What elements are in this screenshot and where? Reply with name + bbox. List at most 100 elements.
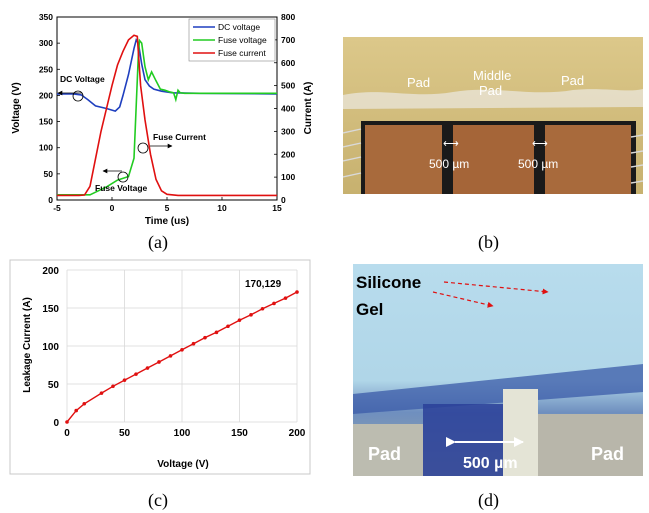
y-tick-label-left-a: 250	[39, 64, 53, 74]
series-dc-voltage	[57, 38, 278, 112]
annotations-a: DC Voltage Fuse Current Fuse Voltage	[57, 74, 206, 193]
data-point-c	[168, 354, 173, 358]
data-point-c	[203, 335, 207, 340]
data-label-c: 170,129	[245, 279, 282, 290]
y-tick-label-c: 0	[53, 418, 59, 429]
annotation-fuse-voltage: Fuse Voltage	[95, 183, 148, 193]
ticks-group-a: -5 0 5 10 1505010015020025030035001002003004…	[39, 12, 296, 213]
y-tick-label-right-a: 0	[281, 195, 286, 205]
x-tick-label-c: 200	[289, 428, 306, 439]
data-point-c	[122, 378, 127, 382]
dimension-right-b: 500 µm	[518, 157, 558, 171]
x-tick-label-a: 0	[110, 203, 115, 213]
x-tick-label-a: 10	[217, 203, 227, 213]
annotation-circle-dc	[72, 90, 84, 102]
y-tick-label-left-a: 100	[39, 143, 53, 153]
chart-a: -5 0 5 10 1505010015020025030035001002003004…	[11, 12, 314, 227]
y-tick-label-left-a: 0	[48, 195, 53, 205]
caption-d: (d)	[478, 490, 499, 510]
x-tick-label-a: 15	[272, 203, 282, 213]
chart-c-border	[9, 259, 311, 475]
annotation-dc-voltage: DC Voltage	[60, 74, 105, 84]
y-axis-label-right-a: Current (A)	[303, 82, 314, 135]
y-axis-label-left-a: Voltage (V)	[11, 82, 22, 133]
series-fuse-current	[57, 34, 277, 197]
data-point-c	[249, 313, 253, 317]
data-point-c	[226, 324, 230, 329]
silicone-gel-line2: Gel	[356, 300, 383, 319]
data-point-c	[283, 296, 288, 300]
y-tick-label-right-a: 100	[281, 172, 295, 182]
y-tick-label-right-a: 600	[281, 58, 295, 68]
data-point-c	[145, 366, 150, 370]
data-point-c	[180, 348, 184, 352]
photo-d: Silicone Gel Pad Pad 500 µm	[353, 264, 643, 476]
data-point-c	[295, 290, 299, 294]
y-tick-label-right-a: 300	[281, 126, 295, 136]
x-tick-label-c: 0	[64, 428, 70, 439]
annotation-circle-current	[137, 142, 149, 154]
series-fuse-voltage	[57, 38, 277, 196]
y-tick-label-right-a: 400	[281, 104, 295, 114]
y-tick-label-left-a: 200	[39, 90, 53, 100]
legend-dc-voltage-label: DC voltage	[218, 22, 260, 32]
data-point-c	[134, 372, 138, 376]
series-group-a	[57, 34, 278, 197]
y-tick-label-right-a: 500	[281, 81, 295, 91]
x-axis-label-a: Time (us)	[145, 216, 189, 227]
y-tick-label-c: 100	[42, 342, 59, 353]
pad-left-label-d: Pad	[368, 444, 401, 464]
silicone-gel-line1: Silicone	[356, 273, 421, 292]
double-arrow-left-b: ⟷	[443, 138, 459, 150]
caption-c: (c)	[148, 490, 168, 510]
x-tick-label-c: 50	[119, 428, 131, 439]
photo-b: Pad Middle Pad Pad 500 µm 500 µm ⟷ ⟷	[343, 37, 643, 194]
middle-pad-line2: Pad	[479, 83, 502, 98]
dimension-left-b: 500 µm	[429, 157, 469, 171]
pad-right-label-b: Pad	[561, 73, 584, 88]
dimension-d: 500 µm	[463, 455, 518, 472]
y-tick-label-c: 50	[48, 380, 60, 391]
y-tick-label-c: 150	[42, 304, 59, 315]
data-point-c	[237, 318, 242, 322]
ticks-group-c: 0 50 100 150 200 0 50 100 150 200	[42, 266, 305, 439]
series-group-c	[65, 290, 299, 424]
silicone-gel-label-d: Silicone Gel	[356, 273, 426, 319]
data-point-c	[214, 330, 219, 335]
y-tick-label-c: 200	[42, 266, 59, 277]
data-point-c	[157, 360, 161, 364]
data-point-c	[191, 341, 196, 346]
y-tick-label-left-a: 50	[44, 169, 54, 179]
x-tick-label-a: 5	[165, 203, 170, 213]
data-point-c	[65, 420, 69, 424]
y-tick-label-right-a: 800	[281, 12, 295, 22]
data-point-c	[111, 384, 115, 389]
chart-c: 0 50 100 150 200 0 50 100 150 200 170,129 Voltage…	[9, 259, 311, 475]
data-point-c	[74, 408, 78, 413]
legend-a: DC voltage Fuse voltage Fuse current	[188, 18, 276, 62]
y-tick-label-right-a: 200	[281, 149, 295, 159]
x-tick-label-a: -5	[53, 203, 61, 213]
pad-right-label-d: Pad	[591, 444, 624, 464]
pad-left-label-b: Pad	[407, 75, 430, 90]
data-point-c	[99, 391, 104, 395]
data-point-c	[260, 306, 265, 311]
caption-b: (b)	[478, 232, 499, 252]
annotation-fuse-current: Fuse Current	[153, 132, 206, 142]
double-arrow-right-b: ⟷	[532, 138, 548, 150]
x-tick-label-c: 100	[174, 428, 191, 439]
x-axis-label-c: Voltage (V)	[157, 459, 208, 470]
y-axis-label-c: Leakage Current (A)	[22, 297, 33, 393]
y-tick-label-left-a: 350	[39, 12, 53, 22]
data-point-c	[272, 301, 276, 306]
x-tick-label-c: 150	[231, 428, 248, 439]
legend-fuse-voltage-label: Fuse voltage	[218, 35, 267, 45]
y-tick-label-right-a: 700	[281, 35, 295, 45]
middle-pad-line1: Middle	[473, 68, 511, 83]
legend-fuse-current-label: Fuse current	[218, 48, 266, 58]
middle-pad-label-b: Middle Pad	[473, 68, 515, 98]
caption-a: (a)	[148, 232, 168, 252]
y-tick-label-left-a: 300	[39, 38, 53, 48]
grid-c	[66, 269, 298, 423]
y-tick-label-left-a: 150	[39, 117, 53, 127]
